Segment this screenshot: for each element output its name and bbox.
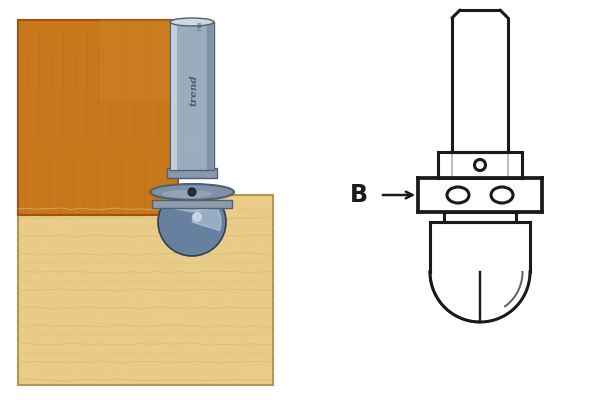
Circle shape <box>158 188 226 256</box>
Bar <box>167 168 217 178</box>
Text: trend: trend <box>190 74 199 106</box>
Ellipse shape <box>162 190 212 198</box>
Bar <box>18 195 273 385</box>
Bar <box>152 200 232 208</box>
Circle shape <box>192 212 202 222</box>
Circle shape <box>188 188 196 196</box>
Ellipse shape <box>447 187 469 203</box>
Polygon shape <box>192 195 221 230</box>
Text: HW: HW <box>197 20 203 30</box>
Ellipse shape <box>491 187 513 203</box>
Bar <box>168 190 216 202</box>
Ellipse shape <box>170 18 214 26</box>
Ellipse shape <box>150 184 234 200</box>
Bar <box>18 20 178 215</box>
Bar <box>171 22 177 170</box>
Polygon shape <box>100 20 178 100</box>
Text: B: B <box>350 183 368 207</box>
Circle shape <box>475 160 485 170</box>
Bar <box>170 22 214 170</box>
Bar <box>207 22 213 170</box>
Polygon shape <box>161 187 223 212</box>
Polygon shape <box>188 142 196 150</box>
